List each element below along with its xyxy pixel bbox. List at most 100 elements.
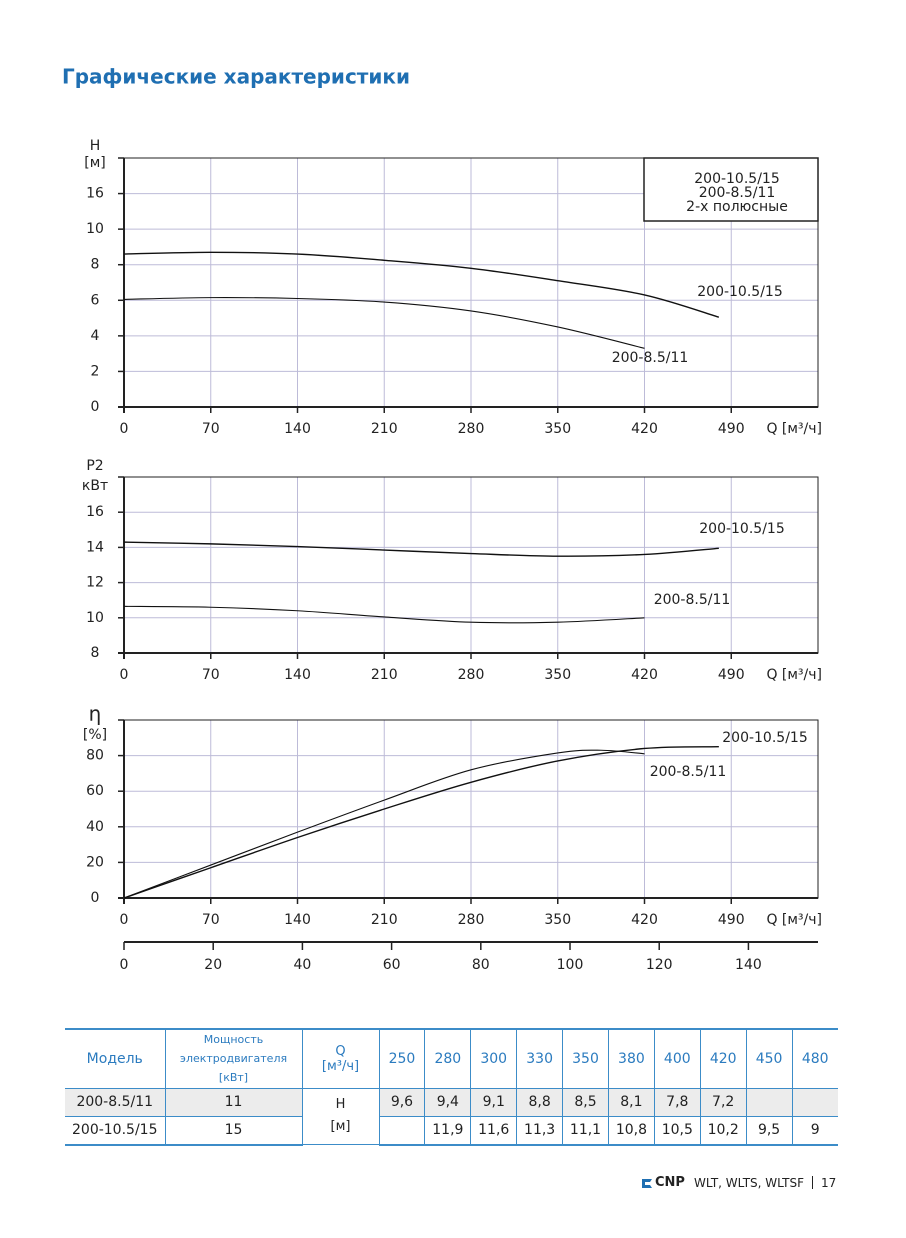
x-tick-label: 140 (284, 667, 311, 683)
header-cell: 250 (378, 1028, 426, 1089)
cell (378, 1115, 426, 1146)
header-line: [кВт] (218, 1071, 249, 1085)
cell (745, 1087, 793, 1117)
cell: 9,4 (424, 1087, 472, 1117)
x2-tick-label: 60 (383, 957, 401, 973)
y-tick-label: 20 (86, 854, 104, 870)
x-tick-label: 420 (631, 912, 658, 928)
table-row: 200-8.5/11 11 H [м] 9,6 9,4 9,1 8,8 8,5 8,1 7,8… (65, 1087, 838, 1145)
series-label: 200-8.5/11 (612, 350, 689, 366)
cell: 8,8 (516, 1087, 564, 1117)
x-tick-label: 70 (202, 421, 220, 437)
x-tick-label: 210 (371, 421, 398, 437)
y-tick-label: 10 (86, 610, 104, 626)
header-cell: 480 (791, 1028, 838, 1089)
cell-line: [м] (330, 1119, 351, 1135)
x-tick-label: 490 (718, 667, 745, 683)
cell: 8,1 (607, 1087, 655, 1117)
x2-tick-label: 40 (293, 957, 311, 973)
cell (791, 1087, 838, 1117)
y-tick-label: 40 (86, 819, 104, 835)
y-axis-label: [м] (84, 155, 106, 171)
page-title: Графические характеристики (62, 65, 410, 89)
footer: CNP WLT, WLTS, WLTSF 17 (640, 1175, 836, 1190)
cell: 8,5 (562, 1087, 609, 1117)
legend-box (643, 157, 819, 222)
cell: 10,8 (607, 1115, 655, 1146)
header-cell: Мощность электродвигателя [кВт] (164, 1028, 303, 1089)
cell: 10,5 (653, 1115, 701, 1146)
header-line: [м³/ч] (321, 1058, 360, 1074)
x-axis-label: Q [м³/ч] (766, 667, 822, 683)
cell: 7,8 (653, 1087, 701, 1117)
x-tick-label: 70 (202, 912, 220, 928)
cell: 10,2 (699, 1115, 747, 1146)
x2-tick-label: 120 (646, 957, 673, 973)
separator (812, 1176, 814, 1189)
series-line (123, 251, 720, 318)
series-label: 200-8.5/11 (654, 592, 731, 608)
y-tick-label: 8 (91, 257, 100, 273)
y-tick-label: 0 (91, 890, 100, 906)
cell: 11,3 (516, 1115, 564, 1146)
y-tick-label: 16 (86, 504, 104, 520)
x-tick-label: 280 (458, 667, 485, 683)
spec-table: Модель Мощность электродвигателя [кВт] Q [м… (65, 1028, 838, 1146)
header-line: электродвигателя (179, 1052, 288, 1066)
cell: 200-8.5/11 (65, 1087, 166, 1117)
series-label: 200-10.5/15 (699, 521, 784, 537)
header-cell: 330 (516, 1028, 564, 1089)
x-tick-label: 140 (284, 421, 311, 437)
y-tick-label: 60 (86, 783, 104, 799)
series-label: 200-8.5/11 (650, 764, 727, 780)
x-tick-label: 350 (544, 667, 571, 683)
cell: 200-10.5/15 (65, 1115, 166, 1146)
x-tick-label: 210 (371, 667, 398, 683)
x-tick-label: 70 (202, 667, 220, 683)
header-cell: 380 (607, 1028, 655, 1089)
table-row: 200-10.5/15 15 11,9 11,6 11,3 11,1 10,8 10,5 1… (65, 1115, 838, 1146)
x-axis-label: Q [м³/ч] (766, 421, 822, 437)
cell: 15 (164, 1115, 303, 1146)
legend-text: 200-10.5/15 (694, 171, 779, 187)
x-tick-label: 210 (371, 912, 398, 928)
cell: 11,9 (424, 1115, 472, 1146)
header-cell: 280 (424, 1028, 472, 1089)
header-line: Q (335, 1043, 346, 1059)
cell: 9,5 (745, 1115, 793, 1146)
y-tick-label: 0 (91, 399, 100, 415)
x-tick-label: 490 (718, 912, 745, 928)
x-tick-label: 0 (120, 912, 129, 928)
y-axis-label: η (89, 702, 102, 726)
y-tick-label: 10 (86, 221, 104, 237)
x2-tick-label: 0 (120, 957, 129, 973)
x-tick-label: 0 (120, 667, 129, 683)
y-tick-label: 16 (86, 186, 104, 202)
y-axis-label: [%] (83, 727, 107, 743)
series-line (123, 297, 645, 349)
legend-text: 2-х полюсные (686, 199, 788, 215)
x-tick-label: 140 (284, 912, 311, 928)
y-tick-label: 14 (86, 539, 104, 555)
x2-tick-label: 20 (204, 957, 222, 973)
y-tick-label: 8 (91, 645, 100, 661)
series-names: WLT, WLTS, WLTSF (693, 1175, 805, 1190)
header-cell: Q [м³/ч] (301, 1028, 380, 1089)
series-label: 200-10.5/15 (697, 284, 782, 300)
series-line (123, 749, 645, 899)
cell: 11,6 (470, 1115, 518, 1146)
charts: Графические характеристики 0 70 140 210 280 3… (62, 65, 822, 974)
x2-tick-label: 140 (735, 957, 762, 973)
header-cell: 300 (470, 1028, 518, 1089)
legend-text: 200-8.5/11 (699, 185, 776, 201)
series-line (123, 746, 719, 899)
header-cell: 350 (562, 1028, 609, 1089)
page-number: 17 (821, 1175, 837, 1190)
cell: H [м] (301, 1087, 380, 1145)
x-axis-label: Q [м³/ч] (766, 912, 822, 928)
x-tick-label: 0 (120, 421, 129, 437)
brand: CNP (655, 1175, 685, 1190)
y-axis-label: P2 (86, 458, 103, 474)
x-tick-label: 490 (718, 421, 745, 437)
